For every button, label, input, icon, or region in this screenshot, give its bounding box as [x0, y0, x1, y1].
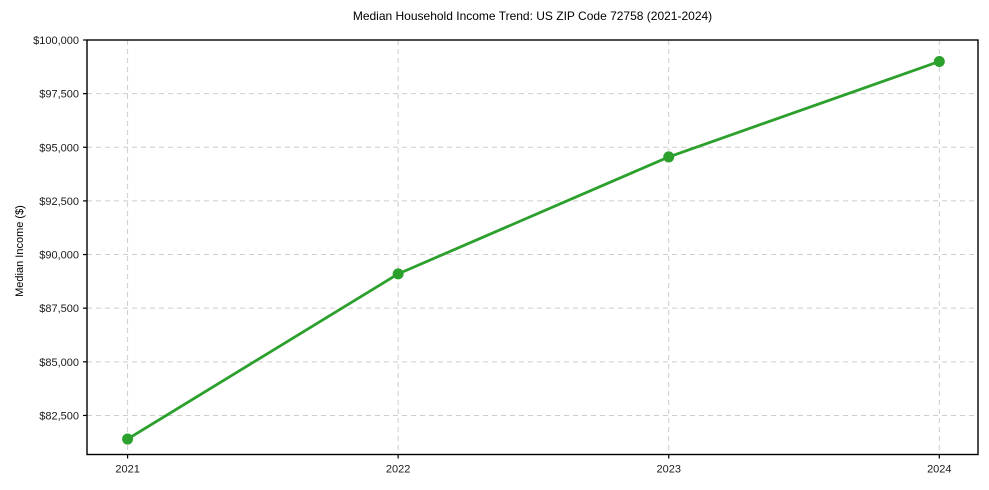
y-tick-label: $87,500	[39, 303, 79, 315]
y-tick-label: $85,000	[39, 357, 79, 369]
income-line-series	[122, 55, 945, 445]
x-tick-label: 2021	[115, 464, 139, 476]
y-tick-label: $95,000	[39, 142, 79, 154]
data-point-2021	[122, 433, 134, 445]
x-tick-label: 2022	[386, 464, 410, 476]
y-tick-label: $92,500	[39, 196, 79, 208]
y-tick-label: $90,000	[39, 250, 79, 262]
plot-border	[86, 39, 979, 456]
y-tick-label: $82,500	[39, 410, 79, 422]
x-tick-label: 2023	[656, 464, 680, 476]
y-tick-label: $97,500	[39, 89, 79, 101]
data-point-2023	[663, 151, 675, 163]
data-point-2022	[392, 268, 404, 280]
axes: $82,500 $85,000 $87,500 $90,000 $92,500 $95,0…	[33, 35, 979, 476]
trend-line	[126, 60, 941, 441]
gridlines	[87, 39, 978, 455]
x-tick-label: 2024	[927, 464, 951, 476]
chart-title: Median Household Income Trend: US ZIP Co…	[352, 9, 713, 23]
y-tick-label: $100,000	[33, 35, 79, 47]
data-point-2024	[933, 55, 945, 67]
